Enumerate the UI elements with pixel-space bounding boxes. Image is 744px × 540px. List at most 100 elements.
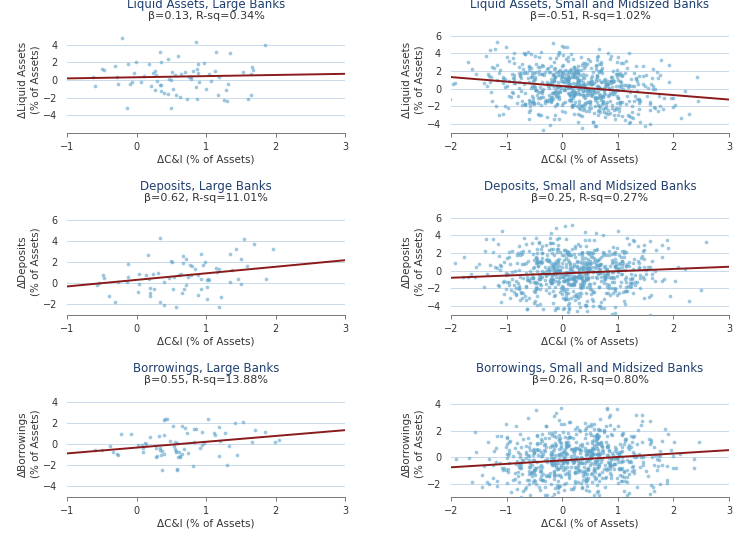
Point [490,457,502,466]
Point [159,415,171,423]
Point [539,433,551,442]
Point [526,468,538,477]
Point [654,447,666,456]
Point [562,299,574,307]
Point [531,439,543,448]
Point [528,287,540,296]
Point [543,94,555,103]
Point [695,286,707,294]
Point [602,273,614,281]
Point [574,110,586,119]
Point [586,450,598,458]
Point [559,470,571,478]
Point [652,462,664,470]
Point [632,256,644,265]
Point [568,457,580,465]
Point [649,266,661,275]
Point [581,274,593,282]
Point [520,281,532,290]
Point [600,79,612,88]
Point [577,280,589,289]
Point [542,269,554,278]
Point [533,238,545,246]
Point [568,275,580,284]
Point [503,449,515,458]
Point [591,431,603,440]
Point [567,79,579,88]
Point [571,444,583,453]
Point [633,96,645,104]
Point [187,462,199,470]
Point [578,261,590,269]
Point [505,93,517,102]
Point [593,438,605,447]
Point [516,260,528,268]
Point [560,449,572,457]
Point [597,446,609,454]
Point [549,111,561,119]
Point [533,462,545,471]
Point [586,79,598,88]
Point [610,260,622,269]
Point [525,72,537,81]
Point [589,102,601,110]
Point [525,439,536,448]
Point [188,438,200,447]
Point [551,247,562,256]
Point [563,83,575,92]
Point [562,251,574,259]
Point [591,488,603,496]
Point [566,87,578,96]
Point [525,49,536,58]
Point [597,98,609,107]
Point [612,266,623,275]
Point [545,62,557,70]
Point [546,80,558,89]
Point [595,93,607,102]
Point [620,287,632,295]
Point [242,94,254,103]
Point [557,60,568,69]
Point [588,445,600,454]
Point [593,90,605,98]
Point [603,284,615,292]
Point [504,436,516,445]
Point [611,291,623,300]
Point [556,42,568,51]
Point [579,426,591,435]
Point [491,264,503,272]
Point [565,251,577,259]
Point [154,48,166,57]
Point [171,438,183,447]
Point [97,271,109,280]
Point [486,87,498,96]
Point [577,91,589,99]
Point [635,453,647,461]
Point [545,95,557,104]
Point [593,265,605,273]
Point [594,95,606,104]
Point [592,301,604,310]
Point [536,429,548,438]
Point [583,107,595,116]
Point [603,413,615,422]
Point [546,456,558,465]
Point [526,270,538,279]
Point [563,467,575,475]
Point [551,82,562,90]
Point [519,450,531,458]
Point [469,273,481,281]
Point [589,253,600,262]
Point [581,98,593,106]
Point [586,118,598,127]
Point [548,251,560,259]
Point [606,268,618,276]
Point [566,73,578,82]
Point [573,459,585,468]
Point [596,473,608,482]
Point [484,46,496,55]
Point [517,487,529,496]
Point [520,442,532,451]
Point [209,67,221,76]
Point [564,433,576,441]
